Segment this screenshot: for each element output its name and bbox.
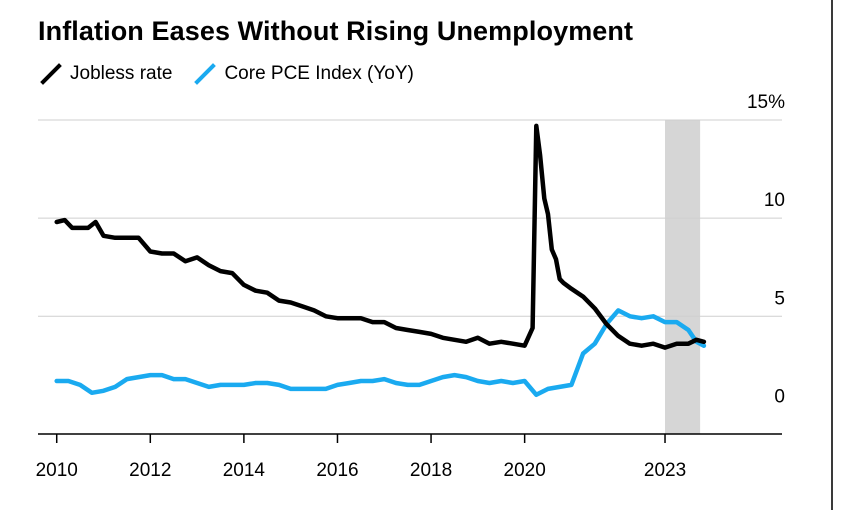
- x-tick-label: 2018: [410, 460, 452, 481]
- pce-swatch-icon: [194, 63, 217, 85]
- x-tick-label: 2010: [36, 460, 78, 481]
- y-tick-label: 10: [764, 190, 785, 211]
- x-tick-label: 2023: [644, 460, 686, 481]
- legend-item-jobless: Jobless rate: [40, 63, 172, 85]
- shaded-region: [665, 120, 701, 434]
- frame-border: [831, 0, 833, 510]
- legend-label-pce: Core PCE Index (YoY): [224, 63, 414, 84]
- x-tick-label: 2016: [316, 460, 358, 481]
- chart-title: Inflation Eases Without Rising Unemploym…: [38, 16, 634, 46]
- x-tick-label: 2020: [504, 460, 546, 481]
- legend-item-pce: Core PCE Index (YoY): [194, 63, 414, 85]
- y-tick-label: 0: [774, 386, 785, 407]
- legend: Jobless rate Core PCE Index (YoY): [40, 60, 436, 88]
- jobless-swatch-icon: [40, 63, 62, 85]
- y-tick-label: 15%: [747, 92, 785, 113]
- x-tick-label: 2012: [129, 460, 171, 481]
- series-line-jobless: [54, 123, 707, 350]
- series-line-pce: [54, 308, 707, 398]
- x-tick-label: 2014: [223, 460, 266, 481]
- y-tick-label: 5: [774, 288, 785, 309]
- legend-label-jobless: Jobless rate: [70, 63, 173, 84]
